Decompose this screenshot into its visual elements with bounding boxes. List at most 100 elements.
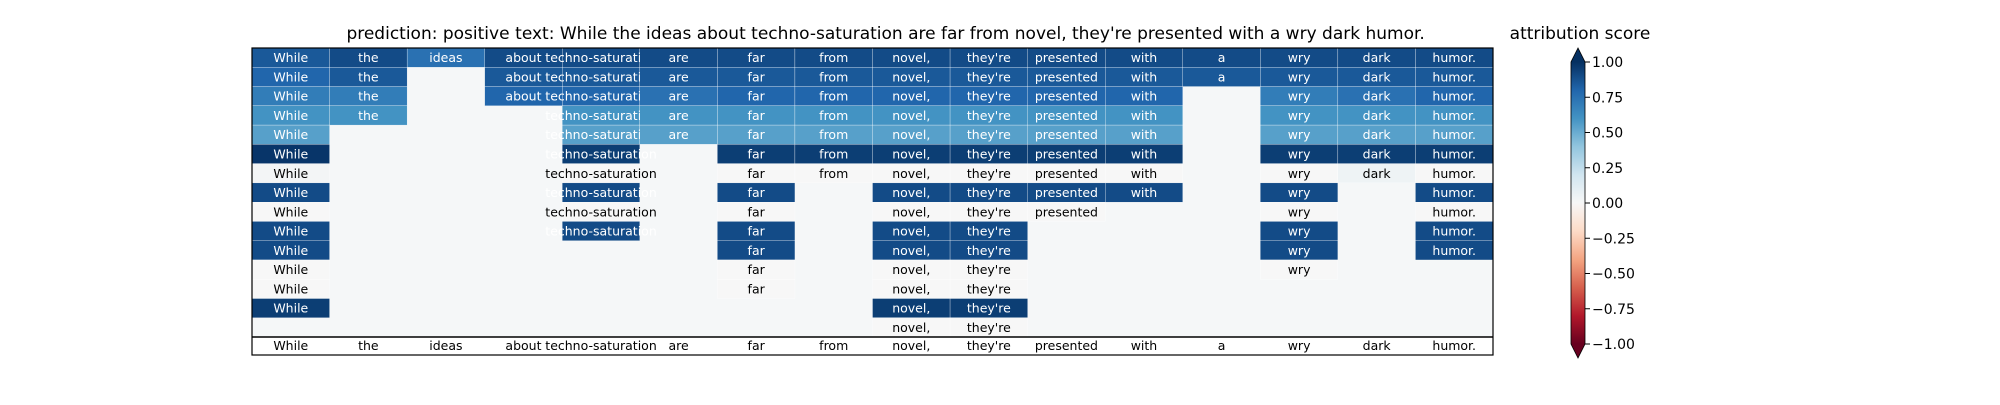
heatmap-cell-token: novel, bbox=[892, 262, 930, 277]
token-label: presented bbox=[1035, 338, 1098, 353]
heatmap-cell-token: they're bbox=[967, 127, 1011, 142]
heatmap-cell-token: they're bbox=[967, 146, 1011, 161]
heatmap-cell-token: wry bbox=[1288, 224, 1311, 239]
heatmap-cell-token: far bbox=[748, 146, 766, 161]
heatmap-cell-token: humor. bbox=[1432, 243, 1476, 258]
heatmap-cell-token: the bbox=[358, 89, 379, 104]
heatmap-cell-token: humor. bbox=[1432, 89, 1476, 104]
heatmap-cell-token: with bbox=[1131, 146, 1158, 161]
heatmap-cell-token: they're bbox=[967, 301, 1011, 316]
heatmap-cell-token: far bbox=[748, 89, 766, 104]
heatmap-cell-token: wry bbox=[1288, 50, 1311, 65]
token-label: from bbox=[819, 338, 848, 353]
heatmap-cell-token: humor. bbox=[1432, 224, 1476, 239]
heatmap-cell-token: far bbox=[748, 50, 766, 65]
heatmap-cell-token: from bbox=[819, 127, 848, 142]
heatmap-cell-token: presented bbox=[1035, 127, 1098, 142]
heatmap-cell-token: with bbox=[1131, 89, 1158, 104]
heatmap-cell-token: While bbox=[273, 262, 308, 277]
colorbar-tick-label: −0.25 bbox=[1592, 231, 1635, 247]
colorbar-title: attribution score bbox=[1510, 24, 1651, 44]
heatmap-cell-token: the bbox=[358, 69, 379, 84]
heatmap-cell-token: novel, bbox=[892, 50, 930, 65]
heatmap-cell-token: with bbox=[1131, 166, 1158, 181]
heatmap-cell-token: techno-saturation bbox=[545, 108, 656, 123]
heatmap-cell-token: from bbox=[819, 146, 848, 161]
token-label: far bbox=[748, 338, 766, 353]
heatmap-cell-token: are bbox=[668, 50, 689, 65]
heatmap-cell-token: they're bbox=[967, 166, 1011, 181]
colorbar-min-extend bbox=[1571, 344, 1585, 358]
colorbar-max-extend bbox=[1571, 48, 1585, 62]
heatmap-cell-token: techno-saturation bbox=[545, 224, 656, 239]
token-label: wry bbox=[1288, 338, 1311, 353]
heatmap-cell-token: presented bbox=[1035, 204, 1098, 219]
heatmap-cell-token: far bbox=[748, 127, 766, 142]
heatmap-cell bbox=[1027, 202, 1106, 222]
heatmap-cell-token: wry bbox=[1288, 69, 1311, 84]
heatmap-cell-token: presented bbox=[1035, 166, 1098, 181]
heatmap-cell-token: they're bbox=[967, 320, 1011, 335]
token-label: about bbox=[505, 338, 541, 353]
token-label: novel, bbox=[892, 338, 930, 353]
heatmap-cell-token: humor. bbox=[1432, 166, 1476, 181]
heatmap-cell-token: with bbox=[1131, 185, 1158, 200]
heatmap-cell-token: they're bbox=[967, 224, 1011, 239]
heatmap-cell-token: presented bbox=[1035, 185, 1098, 200]
heatmap-cell-token: far bbox=[748, 204, 766, 219]
heatmap-cell-token: While bbox=[273, 281, 308, 296]
token-label: humor. bbox=[1432, 338, 1476, 353]
heatmap-cells: While the ideas about techno-saturation are fa… bbox=[251, 47, 1494, 338]
heatmap-cell-token: far bbox=[748, 185, 766, 200]
heatmap-cell-token: far bbox=[748, 224, 766, 239]
heatmap-cell-token: dark bbox=[1363, 166, 1392, 181]
colorbar-tick-label: −0.50 bbox=[1592, 267, 1635, 283]
token-label: dark bbox=[1363, 338, 1392, 353]
heatmap-cell-token: far bbox=[748, 243, 766, 258]
heatmap-cell bbox=[717, 279, 796, 299]
heatmap-cell-token: novel, bbox=[892, 108, 930, 123]
heatmap-cell-token: they're bbox=[967, 69, 1011, 84]
heatmap-cell-token: from bbox=[819, 69, 848, 84]
heatmap-cell-token: a bbox=[1218, 69, 1226, 84]
heatmap-cell-token: they're bbox=[967, 50, 1011, 65]
heatmap-cell-token: While bbox=[273, 301, 308, 316]
heatmap-cell bbox=[1105, 182, 1183, 203]
heatmap-cell-token: novel, bbox=[892, 301, 930, 316]
heatmap-cell-token: are bbox=[668, 108, 689, 123]
token-label: are bbox=[668, 338, 689, 353]
heatmap-cell-token: While bbox=[273, 204, 308, 219]
heatmap-cell-token: wry bbox=[1288, 166, 1311, 181]
heatmap-cell-token: far bbox=[748, 166, 766, 181]
colorbar: 1.00 0.75 0.50 0.25 0.00 −0.25 −0.50 −0.75 −1.00 bbox=[1570, 47, 1635, 359]
heatmap-cell-token: the bbox=[358, 50, 379, 65]
token-label: a bbox=[1218, 338, 1226, 353]
token-row: While the ideas about techno-saturation are fa… bbox=[273, 338, 1476, 353]
heatmap-cell-token: novel, bbox=[892, 185, 930, 200]
heatmap-cell-token: humor. bbox=[1432, 69, 1476, 84]
heatmap-cell-token: While bbox=[273, 127, 308, 142]
heatmap-cell-token: wry bbox=[1288, 243, 1311, 258]
heatmap-cell-token: presented bbox=[1035, 146, 1098, 161]
heatmap-cell-token: are bbox=[668, 89, 689, 104]
heatmap-cell-token: wry bbox=[1288, 89, 1311, 104]
heatmap-cell-token: techno-saturation bbox=[545, 166, 656, 181]
heatmap-cell-token: humor. bbox=[1432, 146, 1476, 161]
colorbar-tick-label: 0.25 bbox=[1592, 161, 1623, 177]
heatmap-cell-token: ideas bbox=[429, 50, 462, 65]
heatmap-cell-token: they're bbox=[967, 243, 1011, 258]
colorbar-gradient bbox=[1571, 62, 1585, 344]
heatmap-cell-token: techno-saturation bbox=[545, 146, 656, 161]
heatmap-cell-token: techno-saturation bbox=[545, 50, 656, 65]
heatmap-cell-token: are bbox=[668, 127, 689, 142]
heatmap-cell-token: While bbox=[273, 185, 308, 200]
heatmap-cell-token: with bbox=[1131, 69, 1158, 84]
heatmap-cell-token: novel, bbox=[892, 69, 930, 84]
heatmap-cell-token: techno-saturation bbox=[545, 127, 656, 142]
heatmap-cell-token: dark bbox=[1363, 127, 1392, 142]
heatmap-cell-token: While bbox=[273, 146, 308, 161]
heatmap-cell-token: humor. bbox=[1432, 127, 1476, 142]
heatmap-cell-token: dark bbox=[1363, 89, 1392, 104]
heatmap-cell-token: novel, bbox=[892, 204, 930, 219]
